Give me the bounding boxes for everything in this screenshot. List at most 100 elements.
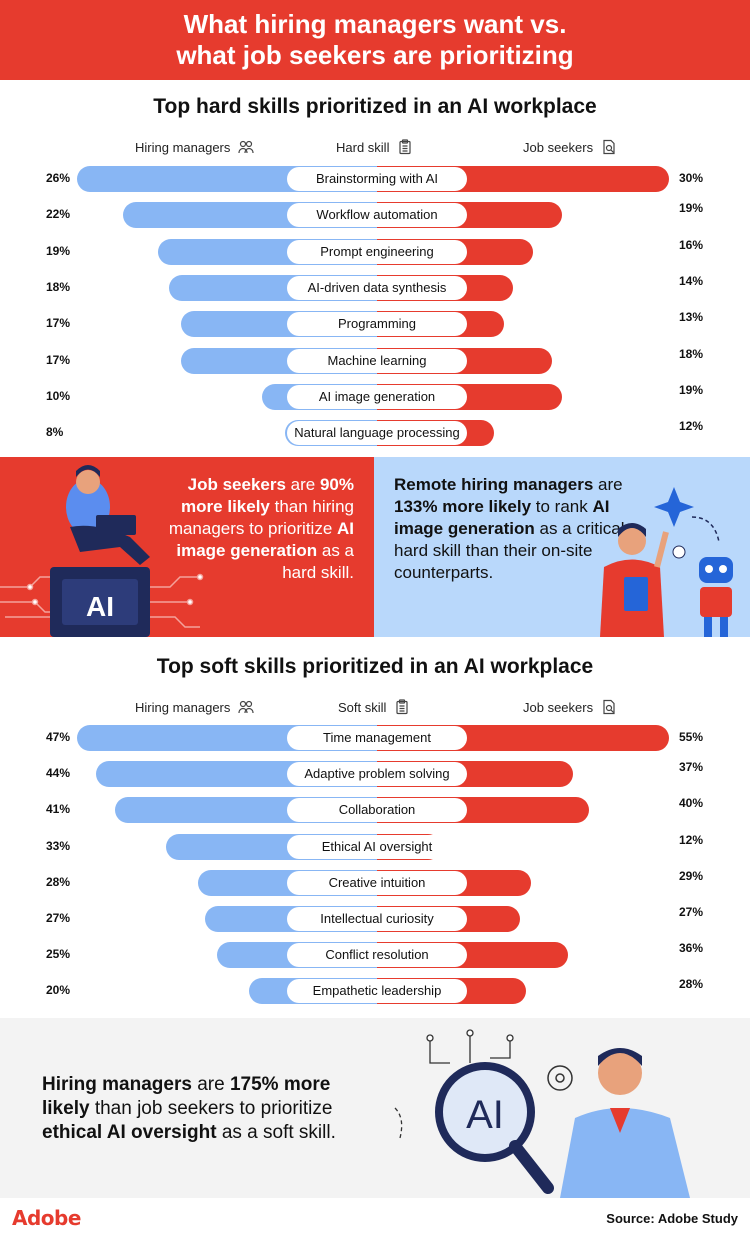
job-seekers-value: 19% [679, 201, 704, 216]
footer: Adobe Source: Adobe Study [0, 1198, 750, 1239]
chart-row: Natural language processing 8% 12% [0, 419, 750, 447]
chart-row: Programming 17% 13% [0, 310, 750, 338]
callout-panel-ethical-ai: Hiring managers are 175% more likely tha… [0, 1018, 750, 1198]
chart-row: Time management 47% 55% [0, 725, 750, 751]
source-note: Source: Adobe Study [606, 1211, 738, 1226]
skill-label: Prompt engineering [287, 239, 467, 264]
people-icon [238, 140, 254, 154]
hard-col-hiring-managers: Hiring managers [135, 139, 254, 155]
hiring-managers-value: 25% [46, 947, 71, 962]
people-icon [238, 700, 254, 714]
job-seekers-value: 19% [679, 382, 704, 397]
job-seekers-value: 18% [679, 346, 704, 361]
hiring-managers-value: 27% [46, 911, 71, 925]
hiring-managers-value: 22% [46, 207, 71, 222]
chart-row: Intellectual curiosity 27% 27% [0, 905, 750, 932]
lightbulb-icon [672, 545, 686, 559]
magnifier-man-illustration: AI [394, 1029, 690, 1198]
chart-row: Creative intuition 28% 29% [0, 868, 750, 896]
soft-col-soft-skill: Soft skill [338, 699, 410, 715]
hiring-managers-value: 8% [46, 425, 64, 440]
skill-label: Creative intuition [287, 870, 467, 895]
header-banner: What hiring managers want vs. what job s… [0, 0, 750, 80]
document-search-icon [603, 699, 615, 715]
title-line-1: What hiring managers want vs. [183, 9, 567, 39]
skill-label: Programming [287, 312, 467, 337]
title-line-2: what job seekers are prioritizing [176, 40, 574, 70]
job-seekers-value: 14% [679, 273, 704, 288]
adobe-logo: Adobe [12, 1206, 81, 1230]
hiring-managers-value: 41% [46, 802, 71, 817]
hard-col-job-seekers: Job seekers [523, 139, 617, 155]
job-seekers-value: 55% [679, 730, 704, 744]
chart-row: Workflow automation 22% 19% [0, 201, 750, 229]
clipboard-icon [396, 699, 409, 715]
clipboard-icon [399, 139, 412, 155]
soft-col-hiring-managers: Hiring managers [135, 699, 254, 715]
skill-label: Conflict resolution [287, 943, 467, 968]
gear-icon [547, 1065, 573, 1091]
job-seekers-value: 27% [679, 905, 704, 919]
hiring-managers-value: 20% [46, 983, 71, 998]
job-seekers-value: 29% [679, 868, 704, 883]
hiring-managers-value: 10% [46, 388, 71, 403]
chart-row: Machine learning 17% 18% [0, 346, 750, 374]
col-label: Hard skill [336, 139, 390, 155]
page-title: What hiring managers want vs. what job s… [0, 0, 750, 71]
hiring-managers-value: 44% [46, 766, 71, 781]
job-seekers-value: 16% [679, 237, 704, 252]
col-label: Soft skill [338, 699, 387, 715]
hard-skills-title: Top hard skills prioritized in an AI wor… [153, 95, 597, 118]
skill-label: Time management [287, 726, 467, 750]
chart-row: Prompt engineering 19% 16% [0, 237, 750, 265]
skill-label: AI image generation [287, 384, 467, 409]
man-robot-illustration [600, 487, 733, 637]
job-seekers-value: 40% [679, 796, 704, 811]
document-search-icon [603, 139, 615, 155]
job-seekers-value: 12% [679, 419, 704, 434]
person-icon [598, 1051, 642, 1095]
skill-label: Intellectual curiosity [287, 907, 467, 931]
hiring-managers-value: 33% [46, 838, 71, 853]
hiring-managers-value: 18% [46, 279, 71, 294]
magnifier-icon [435, 1062, 535, 1162]
soft-skills-title: Top soft skills prioritized in an AI wor… [156, 655, 594, 678]
lens-label: AI [466, 1093, 504, 1137]
skill-label: Ethical AI oversight [287, 834, 467, 859]
job-seekers-value: 30% [679, 171, 704, 185]
chart-row: AI-driven data synthesis 18% 14% [0, 273, 750, 301]
chart-row: Empathetic leadership 20% 28% [0, 977, 750, 1005]
hiring-managers-value: 19% [46, 243, 71, 258]
chart-row: AI image generation 10% 19% [0, 382, 750, 410]
skill-label: Machine learning [287, 348, 467, 373]
hard-col-hard-skill: Hard skill [336, 139, 413, 155]
col-label: Job seekers [523, 699, 594, 715]
chart-row: Collaboration 41% 40% [0, 796, 750, 824]
job-seekers-value: 28% [679, 977, 704, 992]
hiring-managers-value: 17% [46, 316, 71, 331]
laptop-icon [96, 515, 136, 535]
job-seekers-value: 12% [679, 832, 704, 847]
col-label: Job seekers [523, 139, 594, 155]
chart-row: Brainstorming with AI 26% 30% [0, 166, 750, 192]
job-seekers-value: 13% [679, 310, 704, 325]
chart-row: Adaptive problem solving 44% 37% [0, 760, 750, 788]
col-label: Hiring managers [135, 699, 231, 715]
col-label: Hiring managers [135, 139, 231, 155]
job-seekers-value: 37% [679, 760, 704, 775]
hiring-managers-value: 26% [46, 171, 71, 185]
sparkle-icon [654, 487, 694, 527]
skill-label: Workflow automation [287, 203, 467, 228]
skill-label: Empathetic leadership [287, 979, 467, 1004]
callout-text-blue: Remote hiring managers are 133% more lik… [394, 475, 625, 582]
skill-label: Brainstorming with AI [287, 167, 467, 191]
skill-label: Adaptive problem solving [287, 762, 467, 787]
job-seekers-value: 36% [679, 941, 704, 956]
callout-panel-job-seekers: AI Job seekers are 90% more likely than … [0, 457, 374, 637]
hiring-managers-value: 28% [46, 874, 71, 889]
chip-label: AI [86, 591, 114, 622]
woman-laptop-illustration: AI [0, 465, 204, 637]
hiring-managers-value: 17% [46, 352, 71, 367]
circuit-lines-icon [0, 573, 204, 628]
callout-text-gray: Hiring managers are 175% more likely tha… [42, 1074, 336, 1143]
